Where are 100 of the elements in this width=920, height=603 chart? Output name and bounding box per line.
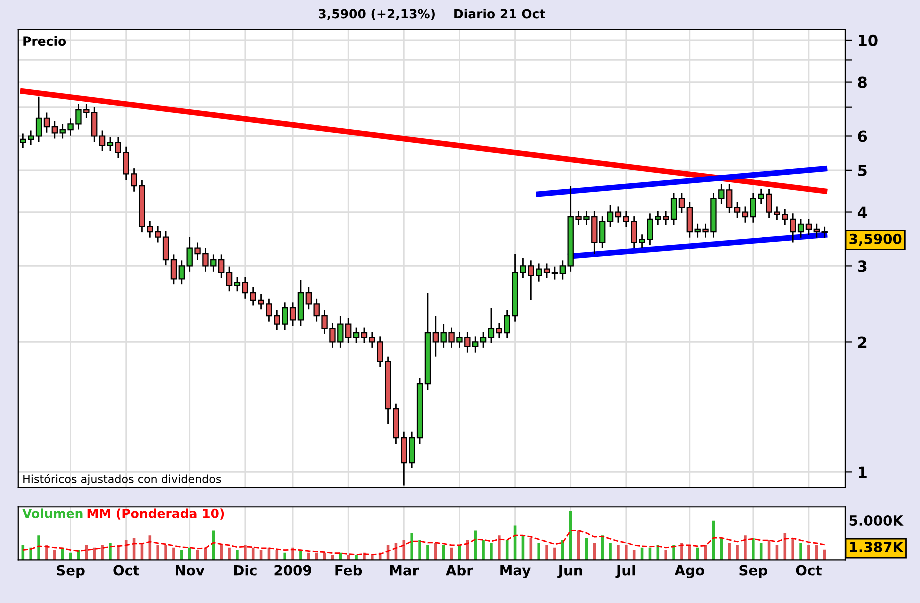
candlestick	[734, 202, 741, 219]
bar	[482, 540, 485, 560]
y-tick-label: 2	[858, 336, 867, 348]
bar	[410, 533, 414, 560]
candlestick	[488, 307, 495, 344]
bar	[117, 545, 120, 560]
x-tick-label: Mar	[390, 565, 420, 576]
bar	[30, 548, 32, 560]
x-tick-label: Sep	[57, 565, 85, 578]
candlestick	[544, 263, 550, 280]
bar	[180, 550, 184, 560]
bar	[418, 540, 422, 560]
bar	[498, 536, 501, 560]
bar	[562, 540, 564, 560]
bar	[101, 545, 104, 560]
bar	[434, 542, 438, 560]
x-tick-label: Feb	[336, 565, 362, 576]
x-tick-label: Sep	[740, 565, 768, 578]
bar	[688, 545, 692, 560]
bar	[816, 545, 818, 560]
bar	[792, 538, 794, 560]
bar	[554, 548, 556, 560]
bar	[609, 542, 612, 560]
candlestick	[44, 112, 50, 134]
bar	[284, 552, 286, 560]
x-tick-label: Jun	[558, 565, 582, 578]
annotation: Históricos ajustados con dividendos	[24, 474, 222, 486]
x-tick-label: 2009	[274, 565, 312, 576]
x-tick-label: Jul	[616, 565, 636, 578]
candlestick	[290, 302, 296, 327]
candlestick	[361, 327, 368, 344]
bar	[625, 545, 628, 560]
bar	[800, 542, 802, 560]
y-axis-title: Precio	[24, 36, 66, 46]
bar	[38, 536, 40, 560]
y-tick-label: 3	[858, 260, 867, 272]
bar	[538, 542, 540, 560]
candlestick	[306, 286, 312, 310]
candlestick	[115, 136, 122, 159]
candlestick	[496, 322, 503, 340]
candlestick	[170, 254, 178, 286]
bar	[474, 530, 477, 560]
bar	[808, 545, 810, 560]
bar	[156, 545, 160, 560]
bar	[601, 536, 604, 560]
candlestick	[742, 206, 749, 224]
bar	[426, 545, 430, 560]
bar	[300, 550, 302, 560]
x-tick-label: Ago	[674, 565, 704, 578]
candlestick	[52, 120, 58, 140]
candlestick	[242, 276, 249, 300]
x-tick-label: Dic	[234, 565, 257, 576]
candlestick	[226, 266, 233, 292]
candlestick	[806, 218, 812, 236]
x-tick-label: Nov	[176, 565, 205, 576]
y-tick-label: 8	[858, 76, 867, 88]
series-label: Volumen	[22, 508, 83, 518]
candlestick	[552, 266, 558, 281]
x-tick-label: Oct	[114, 565, 140, 576]
y-tick-label: 5	[858, 165, 867, 176]
x-tick-label: Abr	[446, 565, 474, 576]
bar	[46, 545, 48, 560]
candlestick	[615, 206, 622, 224]
bar	[672, 545, 676, 560]
bar	[236, 550, 239, 560]
y-tick-label: 6	[858, 130, 868, 142]
bar	[680, 542, 684, 560]
y-tick-label: 1	[859, 466, 867, 478]
text: 3,5900	[850, 234, 902, 246]
candlestick	[432, 315, 440, 358]
series-label: MM (Ponderada 10)	[88, 508, 224, 520]
x-tick-label: May	[500, 565, 531, 578]
bar	[54, 550, 56, 560]
text: 1.387K	[850, 542, 904, 553]
candlestick	[162, 230, 170, 266]
bar	[617, 545, 620, 560]
y-tick-label: 4	[858, 206, 868, 218]
candlestick	[353, 327, 360, 344]
candlestick	[107, 136, 114, 152]
bar	[490, 542, 493, 560]
bar	[93, 548, 96, 560]
bar	[308, 552, 310, 560]
bar	[228, 548, 231, 560]
bar	[164, 545, 168, 560]
bar	[664, 550, 668, 560]
bar	[172, 548, 176, 560]
bar	[736, 545, 739, 560]
x-tick-label: Oct	[796, 565, 822, 576]
y-tick-label: 10	[859, 34, 878, 46]
candlestick	[36, 96, 42, 143]
bar	[244, 545, 247, 560]
candlestick	[178, 260, 186, 286]
bar	[752, 538, 755, 560]
candlestick	[99, 130, 106, 152]
text: 5.000K	[850, 516, 904, 526]
bar	[546, 545, 548, 560]
bar	[744, 536, 747, 560]
candlestick	[678, 192, 686, 214]
bar	[109, 542, 112, 560]
candlestick	[670, 192, 678, 226]
